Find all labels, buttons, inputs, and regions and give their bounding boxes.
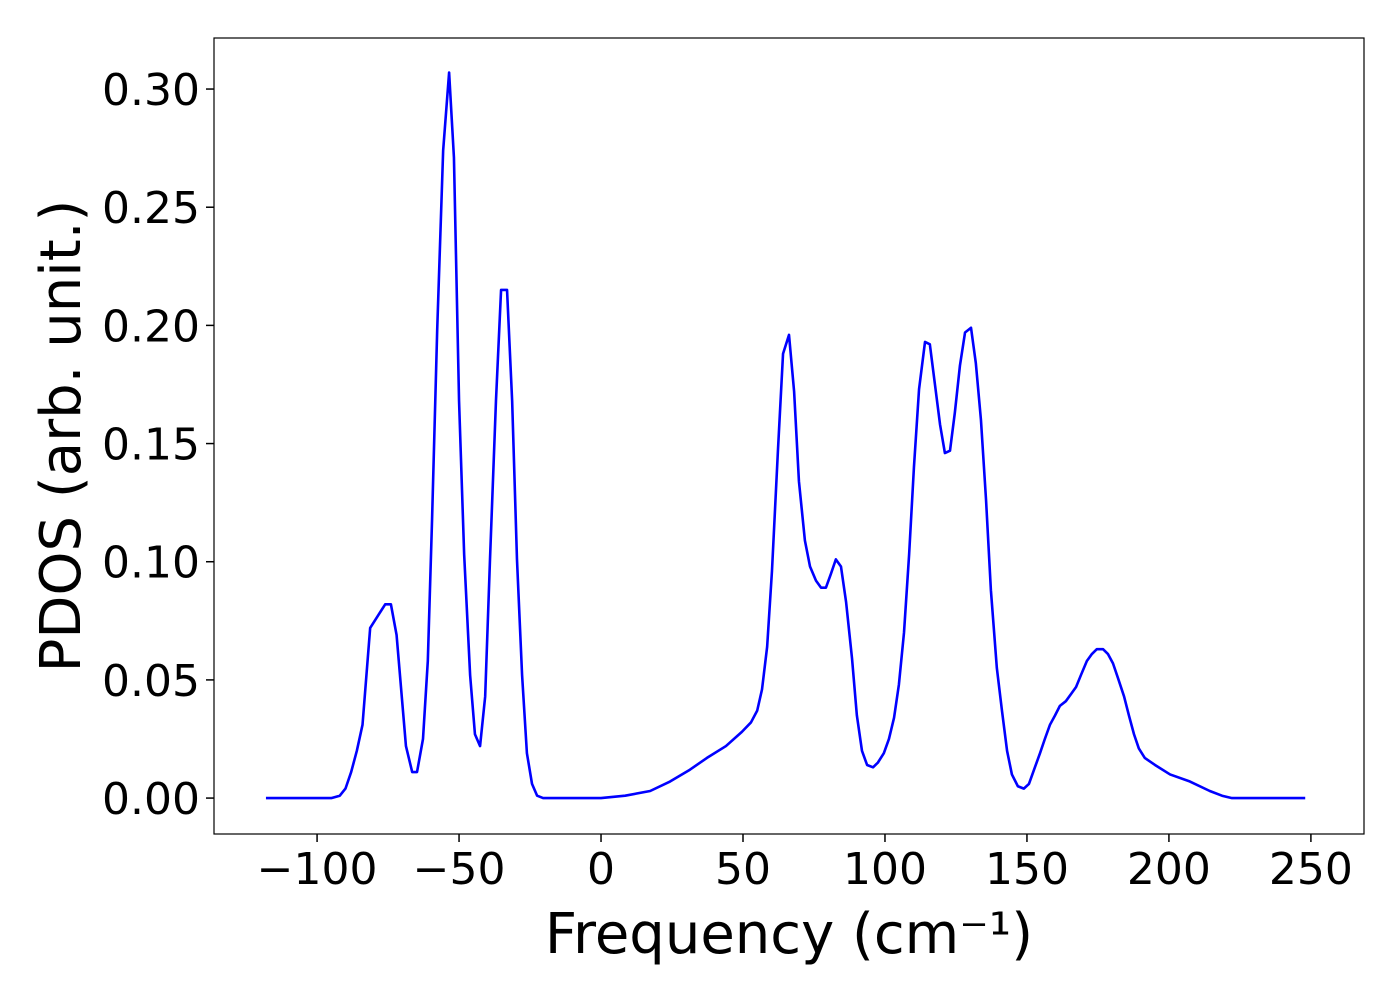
y-axis-label: PDOS (arb. unit.)	[29, 200, 94, 673]
x-axis-label: Frequency (cm⁻¹)	[545, 902, 1033, 967]
x-tick-label: −100	[257, 844, 378, 895]
x-tick-label: −50	[413, 844, 506, 895]
y-tick-label: 0.15	[102, 420, 200, 471]
y-tick-label: 0.20	[102, 301, 200, 352]
y-tick-label: 0.25	[102, 183, 200, 234]
y-tick-label: 0.10	[102, 538, 200, 589]
y-tick-label: 0.00	[102, 774, 200, 825]
x-tick-label: 250	[1269, 844, 1353, 895]
x-tick-label: 150	[985, 844, 1069, 895]
x-tick-label: 0	[587, 844, 615, 895]
x-tick-label: 100	[843, 844, 927, 895]
y-tick-label: 0.30	[102, 65, 200, 116]
y-tick-label: 0.05	[102, 656, 200, 707]
x-tick-label: 50	[715, 844, 771, 895]
pdos-line	[265, 71, 1306, 800]
x-tick-label: 200	[1127, 844, 1211, 895]
plot-frame	[213, 37, 1365, 835]
